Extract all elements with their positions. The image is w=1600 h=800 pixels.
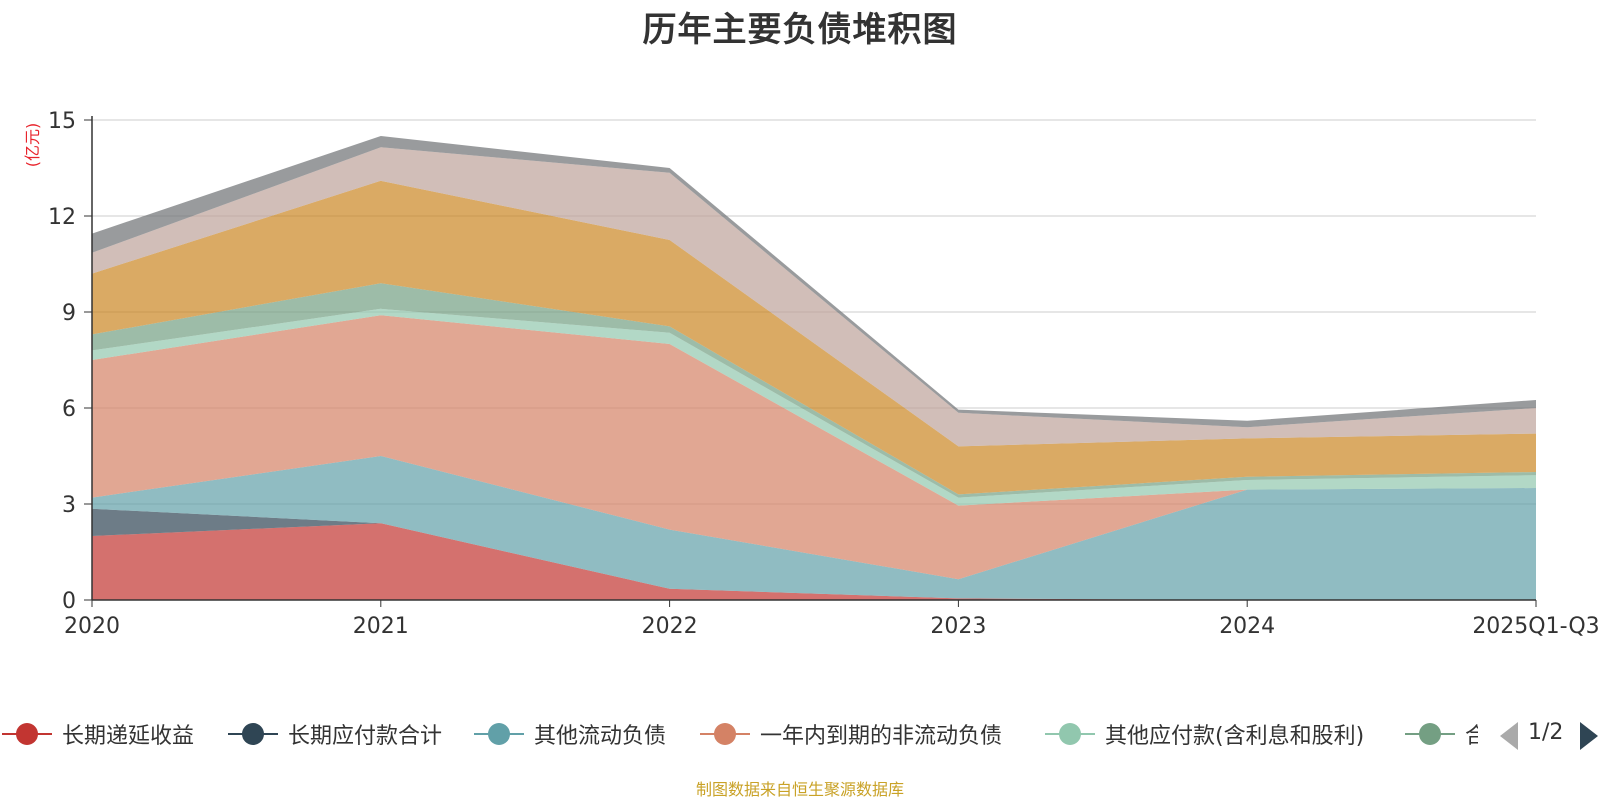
legend-marker-icon (700, 714, 750, 754)
y-tick-label: 0 (62, 589, 76, 614)
x-tick-label: 2024 (1219, 614, 1275, 639)
legend-item[interactable]: 长期应付款合计 (228, 714, 442, 754)
series-area (92, 508, 1536, 600)
chart-area: 0 3 6 9 12 15 2020 2021 2022 2023 2024 2025Q1-Q3 (亿… (23, 109, 1600, 639)
series-area (92, 147, 1536, 447)
y-tick-label: 9 (62, 301, 76, 326)
x-tick-label: 2023 (930, 614, 986, 639)
series-area (92, 180, 1536, 495)
legend-item[interactable]: 一年内到期的非流动负债 (700, 714, 1002, 754)
legend-item-label: 其他应付款(含利息和股利) (1105, 724, 1365, 749)
x-tick-label: 2025Q1-Q3 (1472, 614, 1599, 639)
legend-page-indicator: 1/2 (1528, 720, 1564, 745)
legend-marker-icon (1405, 714, 1455, 754)
y-tick-label: 6 (62, 397, 76, 422)
legend-item[interactable]: 长期递延收益 (2, 714, 194, 754)
legend-marker-icon (474, 714, 524, 754)
series-area (92, 315, 1536, 580)
legend-item-label: 合同负债 (1465, 724, 1478, 749)
legend-items: 长期递延收益 长期应付款合计 其他流动负债 一年内到期的非流动负债 其他应付款(含利息和… (0, 714, 1478, 754)
legend-next-page-icon[interactable] (1580, 722, 1598, 750)
legend-item[interactable]: 合同负债 (1405, 714, 1478, 754)
x-tick-label: 2022 (642, 614, 698, 639)
legend-marker-icon (2, 714, 52, 754)
legend-item-label: 一年内到期的非流动负债 (760, 724, 1003, 749)
y-tick-label: 15 (48, 109, 76, 134)
legend-marker-icon (1045, 714, 1095, 754)
x-tick-label: 2020 (64, 614, 120, 639)
legend: 长期递延收益 长期应付款合计 其他流动负债 一年内到期的非流动负债 其他应付款(含利息和… (0, 714, 1600, 754)
series-area (92, 283, 1536, 498)
legend-prev-page-icon[interactable] (1500, 722, 1518, 750)
x-tick-label: 2021 (353, 614, 409, 639)
legend-item-label: 长期应付款合计 (288, 724, 443, 749)
source-note: 制图数据来自恒生聚源数据库 (695, 780, 904, 799)
legend-item-label: 长期递延收益 (62, 724, 195, 749)
legend-marker-icon (228, 714, 278, 754)
legend-item[interactable]: 其他应付款(含利息和股利) (1045, 714, 1364, 754)
y-axis-unit-label: (亿元) (23, 123, 42, 168)
series-area (92, 456, 1536, 600)
series-area (92, 523, 1536, 600)
legend-item[interactable]: 其他流动负债 (474, 714, 666, 754)
y-tick-label: 12 (48, 205, 76, 230)
chart-title: 历年主要负债堆积图 (642, 10, 958, 50)
legend-item-label: 其他流动负债 (534, 724, 667, 749)
series-area (92, 308, 1536, 506)
y-tick-label: 3 (62, 493, 76, 518)
